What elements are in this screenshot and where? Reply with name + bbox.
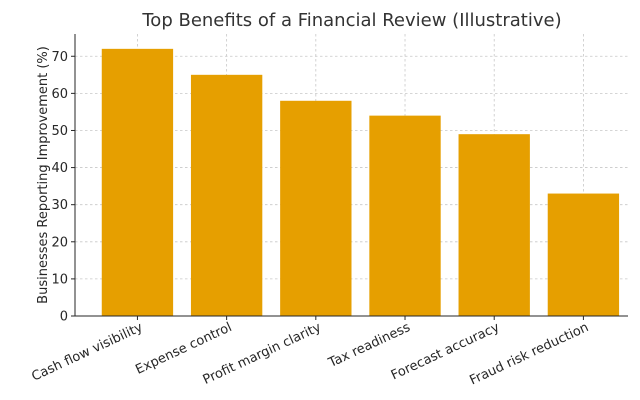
bar-3 <box>369 115 441 316</box>
chart-title: Top Benefits of a Financial Review (Illu… <box>141 10 561 31</box>
y-tick-label: 10 <box>51 272 68 287</box>
y-tick-label: 30 <box>51 198 68 213</box>
y-axis-label: Businesses Reporting Improvement (%) <box>36 46 51 304</box>
y-tick-label: 0 <box>60 310 68 325</box>
bar-0 <box>101 48 174 317</box>
y-tick-label: 60 <box>51 87 68 102</box>
bars-layer <box>101 48 620 317</box>
bar-1 <box>190 74 263 316</box>
x-tick-label: Cash flow visibility <box>29 320 145 385</box>
axes-layer <box>74 34 628 317</box>
y-tick-label: 20 <box>51 235 68 250</box>
y-axis-ticks: 0 10 20 30 40 50 60 70 <box>51 50 75 325</box>
y-tick-label: 50 <box>51 124 68 139</box>
bar-2 <box>280 100 352 316</box>
y-tick-label: 70 <box>51 50 68 65</box>
y-tick-label: 40 <box>51 161 68 176</box>
bar-4 <box>458 134 530 316</box>
bar-5 <box>547 193 620 316</box>
